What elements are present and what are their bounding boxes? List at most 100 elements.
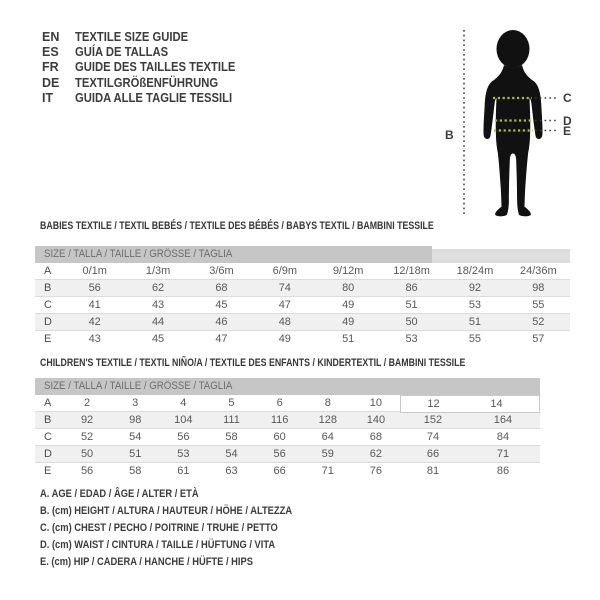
babies-title-text: BABIES TEXTILE / TEXTIL BEBÉS / TEXTILE … (40, 220, 434, 232)
size-header-label: SIZE / TALLA / TAILLE / GRÖSSE / TAGLIA (44, 248, 233, 260)
language-label: GUIDE DES TAILLES TEXTILE (75, 60, 236, 75)
size-cell: 64 (321, 431, 334, 443)
size-cell: 66 (273, 465, 286, 477)
size-cell: 49 (342, 316, 355, 328)
size-cell: 1/3m (145, 265, 171, 277)
size-cell: 56 (177, 431, 190, 443)
size-cell: 47 (278, 299, 291, 311)
size-cell: 49 (342, 299, 355, 311)
size-cell: 56 (80, 465, 94, 477)
size-cell: 76 (369, 465, 383, 477)
language-code: IT (42, 90, 54, 105)
size-cell: 104 (174, 414, 193, 426)
size-cell: 61 (177, 465, 190, 477)
size-cell: 2 (84, 397, 91, 409)
size-cell: 74 (426, 431, 440, 443)
size-cell: 57 (532, 333, 545, 345)
table-row-chest: C 52 54 56 58 60 64 68 74 84 (35, 429, 540, 446)
legend-text: D. (cm) WAIST / CINTURA / TAILLE / HÜFTU… (40, 539, 276, 551)
size-cell: 62 (369, 448, 383, 460)
header-highlight-overlay (432, 246, 570, 263)
measure-label-waist: D (563, 114, 572, 128)
children-section-title: CHILDREN'S TEXTILE / TEXTIL NIÑO/A / TEX… (40, 357, 572, 369)
size-cell: 152 (423, 414, 443, 426)
size-cell: 46 (215, 316, 228, 328)
size-cell: 63 (225, 465, 238, 477)
size-cell: 9/12m (332, 265, 364, 277)
table-row-waist: D 50 51 53 54 56 59 62 66 71 (35, 446, 540, 463)
size-cell: 3 (132, 397, 139, 409)
size-cell-highlighted: 12 (399, 395, 466, 413)
size-cell: 53 (177, 448, 190, 460)
size-cell: 52 (80, 431, 94, 443)
language-row: DE TEXTILGRÖßENFÜHRUNG (42, 76, 253, 91)
size-cell: 10 (369, 397, 383, 409)
size-cell: 68 (215, 282, 228, 294)
babies-size-table: SIZE / TALLA / TAILLE / GRÖSSE / TAGLIA … (35, 246, 570, 348)
row-label: C (44, 431, 52, 443)
size-cell: 55 (468, 333, 482, 345)
size-cell: 51 (342, 333, 355, 345)
size-cell: 74 (278, 282, 291, 294)
children-table-header: SIZE / TALLA / TAILLE / GRÖSSE / TAGLIA (35, 378, 540, 395)
size-cell: 53 (468, 299, 482, 311)
size-cell: 49 (278, 333, 291, 345)
language-label: TEXTILE SIZE GUIDE (75, 30, 189, 44)
row-label: E (44, 465, 52, 477)
measure-label-hip: E (563, 124, 571, 138)
language-code: DE (42, 75, 60, 90)
size-cell: 62 (151, 282, 165, 294)
babies-section-title: BABIES TEXTILE / TEXTIL BEBÉS / TEXTILE … (40, 220, 532, 232)
size-cell: 50 (80, 448, 94, 460)
size-cell: 98 (532, 282, 545, 294)
row-label: E (44, 333, 52, 345)
children-title-text: CHILDREN'S TEXTILE / TEXTIL NIÑO/A / TEX… (40, 357, 466, 369)
size-cell: 5 (228, 397, 235, 409)
size-cell: 56 (88, 282, 101, 294)
size-cell: 42 (88, 316, 101, 328)
language-label: GUÍA DE TALLAS (75, 45, 169, 60)
table-row-height: B 56 62 68 74 80 86 92 98 (35, 280, 570, 297)
table-row-height: B 92 98 104 111 116 128 140 152 164 (35, 412, 540, 429)
size-cell: 66 (426, 448, 440, 460)
size-cell: 164 (493, 414, 513, 426)
size-cell: 45 (151, 333, 165, 345)
measure-label-chest: C (563, 91, 572, 105)
size-cell: 52 (532, 316, 545, 328)
size-cell: 68 (369, 431, 383, 443)
size-cell: 44 (151, 316, 165, 328)
language-code: FR (42, 60, 59, 75)
row-label: A (44, 397, 52, 409)
row-label: B (44, 414, 52, 426)
measurement-figure: B C D E (440, 8, 588, 223)
child-silhouette (483, 30, 543, 217)
size-cell: 45 (215, 299, 228, 311)
size-cell: 55 (532, 299, 545, 311)
size-cell: 24/36m (519, 265, 557, 277)
size-cell: 54 (225, 448, 238, 460)
row-label: B (44, 282, 52, 294)
size-cell: 54 (129, 431, 142, 443)
legend-text: B. (cm) HEIGHT / ALTURA / HAUTEUR / HÖHE… (40, 505, 293, 517)
language-code: ES (42, 45, 59, 60)
language-row: IT GUIDA ALLE TAGLIE TESSILI (42, 91, 253, 106)
silhouette-body (483, 65, 543, 217)
size-cell: 56 (273, 448, 286, 460)
size-cell: 47 (215, 333, 228, 345)
legend-text: A. AGE / EDAD / ÂGE / ALTER / ETÀ (40, 488, 199, 500)
legend-item-waist: D. (cm) WAIST / CINTURA / TAILLE / HÜFTU… (40, 537, 337, 554)
size-cell: 84 (496, 431, 510, 443)
size-cell: 43 (151, 299, 165, 311)
size-cell: 51 (129, 448, 142, 460)
size-cell: 59 (321, 448, 334, 460)
size-cell: 86 (496, 465, 510, 477)
legend-item-height: B. (cm) HEIGHT / ALTURA / HAUTEUR / HÖHE… (40, 503, 337, 520)
row-label: A (44, 265, 52, 277)
language-row: EN TEXTILE SIZE GUIDE (42, 30, 253, 45)
language-title-list: EN TEXTILE SIZE GUIDE ES GUÍA DE TALLAS FR… (42, 30, 253, 106)
size-cell: 81 (426, 465, 440, 477)
size-cell: 48 (278, 316, 291, 328)
size-cell-highlighted: 14 (465, 395, 540, 413)
table-row-hip: E 56 58 61 63 66 71 76 81 86 (35, 463, 540, 480)
